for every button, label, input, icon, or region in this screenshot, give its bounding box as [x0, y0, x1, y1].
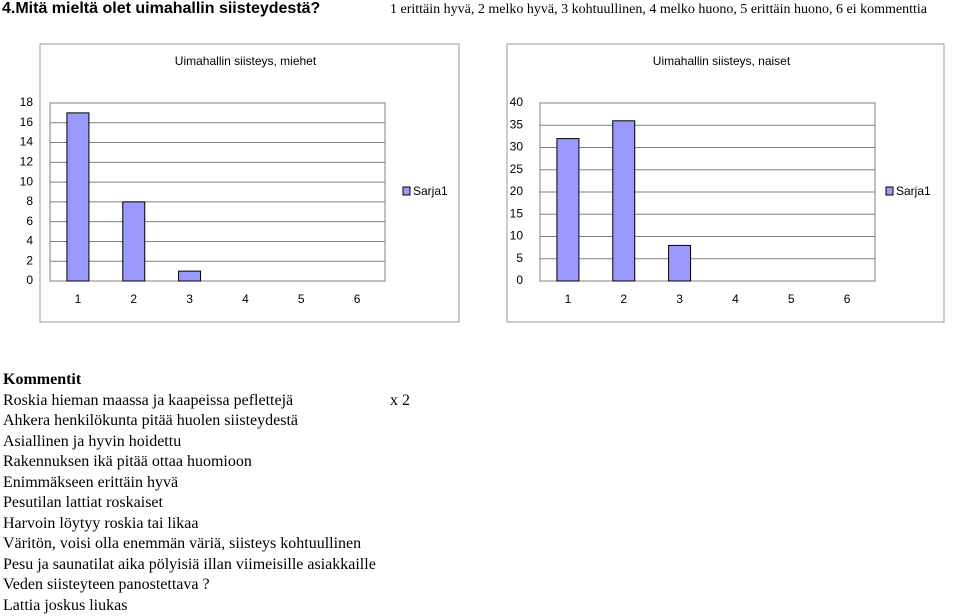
chart-title: Uimahallin siisteys, naiset [653, 54, 791, 68]
comment-text: Pesutilan lattiat roskaiset [3, 494, 163, 511]
x-tick-label: 5 [788, 292, 795, 306]
comment-text: Lattia joskus liukas [3, 597, 127, 614]
y-tick-label: 16 [20, 115, 34, 129]
comment: Roskia hieman maassa ja kaapeissa peflet… [3, 391, 376, 412]
x-tick-label: 3 [186, 292, 193, 306]
x-tick-label: 3 [676, 292, 683, 306]
y-tick-label: 4 [26, 234, 33, 248]
y-tick-label: 0 [516, 273, 523, 287]
bar [613, 121, 635, 281]
y-tick-label: 35 [510, 117, 524, 131]
x-tick-label: 2 [130, 292, 137, 306]
legend-label: Sarja1 [896, 184, 931, 198]
comment: Lattia joskus liukas [3, 596, 376, 616]
bar [123, 202, 145, 281]
x-tick-label: 1 [565, 292, 572, 306]
y-tick-label: 25 [510, 162, 524, 176]
bar [557, 139, 579, 281]
x-tick-label: 5 [298, 292, 305, 306]
legend-label: Sarja1 [413, 184, 448, 198]
y-tick-label: 10 [510, 229, 524, 243]
comment-text: Rakennuksen ikä pitää ottaa huomioon [3, 453, 252, 470]
comments: Kommentit Roskia hieman maassa ja kaapei… [3, 370, 376, 616]
comment-text: Väritön, voisi olla enemmän väriä, siist… [3, 535, 361, 552]
y-tick-label: 30 [510, 140, 524, 154]
comment-text: Asiallinen ja hyvin hoidettu [3, 433, 181, 450]
comment-text: Harvoin löytyy roskia tai likaa [3, 515, 199, 532]
comment: Pesutilan lattiat roskaiset [3, 493, 376, 514]
x-tick-label: 6 [354, 292, 361, 306]
comments-title: Kommentit [3, 370, 376, 391]
comment: Pesu ja saunatilat aika pölyisiä illan v… [3, 555, 376, 576]
bar [67, 113, 89, 281]
comment: Rakennuksen ikä pitää ottaa huomioon [3, 452, 376, 473]
y-tick-label: 8 [26, 194, 33, 208]
comment: Enimmäkseen erittäin hyvä [3, 473, 376, 494]
x-tick-label: 4 [242, 292, 249, 306]
y-tick-label: 40 [510, 95, 524, 109]
y-tick-label: 20 [510, 184, 524, 198]
y-tick-label: 0 [26, 273, 33, 287]
y-tick-label: 5 [516, 251, 523, 265]
legend-swatch [886, 187, 893, 195]
comment: Ahkera henkilökunta pitää huolen siistey… [3, 411, 376, 432]
chart-title: Uimahallin siisteys, miehet [175, 54, 317, 68]
comment-text: Pesu ja saunatilat aika pölyisiä illan v… [3, 556, 376, 573]
x-tick-label: 1 [75, 292, 82, 306]
comment-text: Enimmäkseen erittäin hyvä [3, 474, 178, 491]
bar [179, 271, 201, 281]
comment-count: x 2 [390, 391, 410, 412]
y-tick-label: 12 [20, 155, 34, 169]
y-tick-label: 14 [20, 135, 34, 149]
y-tick-label: 15 [510, 206, 524, 220]
legend-swatch [403, 187, 410, 195]
y-tick-label: 2 [26, 253, 33, 267]
x-tick-label: 4 [732, 292, 739, 306]
plot-area [50, 103, 385, 281]
x-tick-label: 2 [620, 292, 627, 306]
y-tick-label: 18 [20, 95, 34, 109]
comment-text: Roskia hieman maassa ja kaapeissa peflet… [3, 392, 293, 409]
comment: Asiallinen ja hyvin hoidettu [3, 432, 376, 453]
comment-text: Ahkera henkilökunta pitää huolen siistey… [3, 412, 298, 429]
comment: Veden siisteyteen panostettava ? [3, 575, 376, 596]
comment: Väritön, voisi olla enemmän väriä, siist… [3, 534, 376, 555]
y-tick-label: 6 [26, 214, 33, 228]
bar [669, 245, 691, 281]
comment: Harvoin löytyy roskia tai likaa [3, 514, 376, 535]
x-tick-label: 6 [844, 292, 851, 306]
charts: Uimahallin siisteys, miehet0246810121416… [0, 0, 960, 370]
y-tick-label: 10 [20, 174, 34, 188]
comment-text: Veden siisteyteen panostettava ? [3, 576, 210, 593]
